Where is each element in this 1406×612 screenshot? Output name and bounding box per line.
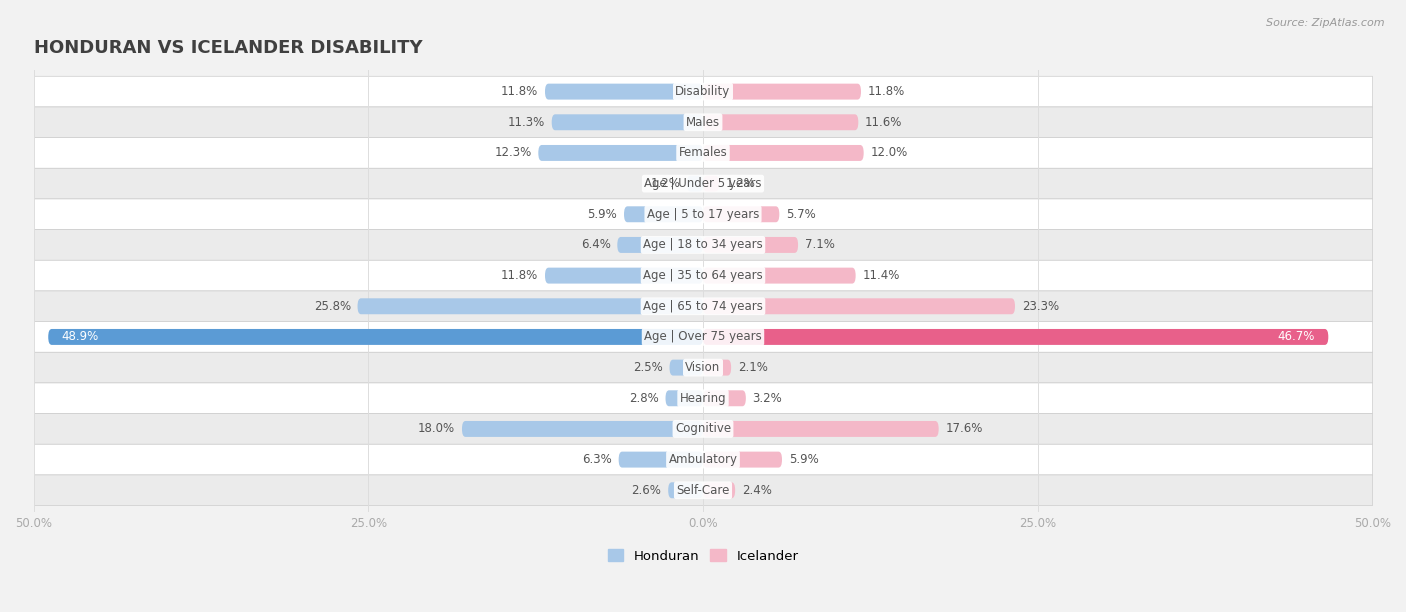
FancyBboxPatch shape [617,237,703,253]
Legend: Honduran, Icelander: Honduran, Icelander [607,549,799,562]
Text: Age | Under 5 years: Age | Under 5 years [644,177,762,190]
FancyBboxPatch shape [34,353,1372,383]
FancyBboxPatch shape [703,237,799,253]
Text: 11.4%: 11.4% [862,269,900,282]
FancyBboxPatch shape [538,145,703,161]
FancyBboxPatch shape [34,414,1372,444]
FancyBboxPatch shape [703,390,745,406]
FancyBboxPatch shape [703,421,939,437]
FancyBboxPatch shape [34,199,1372,230]
FancyBboxPatch shape [703,114,858,130]
FancyBboxPatch shape [546,84,703,100]
Text: 5.9%: 5.9% [789,453,818,466]
Text: 11.8%: 11.8% [868,85,905,98]
Text: 5.7%: 5.7% [786,208,815,221]
FancyBboxPatch shape [463,421,703,437]
FancyBboxPatch shape [551,114,703,130]
FancyBboxPatch shape [34,138,1372,168]
FancyBboxPatch shape [34,260,1372,291]
FancyBboxPatch shape [668,482,703,498]
FancyBboxPatch shape [34,168,1372,199]
FancyBboxPatch shape [703,84,860,100]
FancyBboxPatch shape [703,267,856,283]
Text: 2.5%: 2.5% [633,361,662,374]
Text: 12.3%: 12.3% [495,146,531,160]
FancyBboxPatch shape [665,390,703,406]
Text: HONDURAN VS ICELANDER DISABILITY: HONDURAN VS ICELANDER DISABILITY [34,40,422,58]
Text: Ambulatory: Ambulatory [668,453,738,466]
Text: 11.8%: 11.8% [501,269,538,282]
FancyBboxPatch shape [34,383,1372,414]
FancyBboxPatch shape [34,291,1372,322]
Text: Self-Care: Self-Care [676,483,730,497]
Text: 1.2%: 1.2% [725,177,755,190]
Text: 11.6%: 11.6% [865,116,903,129]
Text: 46.7%: 46.7% [1278,330,1315,343]
Text: 2.8%: 2.8% [628,392,659,405]
FancyBboxPatch shape [669,360,703,376]
FancyBboxPatch shape [357,298,703,314]
Text: 7.1%: 7.1% [804,239,835,252]
FancyBboxPatch shape [34,107,1372,138]
Text: Males: Males [686,116,720,129]
FancyBboxPatch shape [619,452,703,468]
FancyBboxPatch shape [703,360,731,376]
Text: 2.6%: 2.6% [631,483,661,497]
FancyBboxPatch shape [703,206,779,222]
Text: Disability: Disability [675,85,731,98]
Text: 25.8%: 25.8% [314,300,352,313]
Text: 11.3%: 11.3% [508,116,546,129]
Text: 12.0%: 12.0% [870,146,908,160]
Text: 18.0%: 18.0% [418,422,456,436]
FancyBboxPatch shape [703,298,1015,314]
Text: Cognitive: Cognitive [675,422,731,436]
FancyBboxPatch shape [688,176,703,192]
Text: Age | Over 75 years: Age | Over 75 years [644,330,762,343]
Text: Age | 18 to 34 years: Age | 18 to 34 years [643,239,763,252]
FancyBboxPatch shape [34,76,1372,107]
Text: 17.6%: 17.6% [945,422,983,436]
Text: Source: ZipAtlas.com: Source: ZipAtlas.com [1267,18,1385,28]
FancyBboxPatch shape [34,230,1372,260]
FancyBboxPatch shape [48,329,703,345]
Text: 6.3%: 6.3% [582,453,612,466]
FancyBboxPatch shape [703,482,735,498]
Text: 2.1%: 2.1% [738,361,768,374]
Text: 2.4%: 2.4% [742,483,772,497]
FancyBboxPatch shape [34,322,1372,353]
Text: 5.9%: 5.9% [588,208,617,221]
Text: 23.3%: 23.3% [1022,300,1059,313]
Text: Age | 35 to 64 years: Age | 35 to 64 years [643,269,763,282]
Text: 1.2%: 1.2% [651,177,681,190]
Text: 3.2%: 3.2% [752,392,782,405]
FancyBboxPatch shape [34,475,1372,506]
FancyBboxPatch shape [34,444,1372,475]
FancyBboxPatch shape [624,206,703,222]
Text: Age | 65 to 74 years: Age | 65 to 74 years [643,300,763,313]
FancyBboxPatch shape [703,145,863,161]
Text: Vision: Vision [685,361,721,374]
Text: 48.9%: 48.9% [62,330,98,343]
Text: 11.8%: 11.8% [501,85,538,98]
FancyBboxPatch shape [546,267,703,283]
Text: Females: Females [679,146,727,160]
FancyBboxPatch shape [703,329,1329,345]
FancyBboxPatch shape [703,452,782,468]
Text: 6.4%: 6.4% [581,239,610,252]
Text: Age | 5 to 17 years: Age | 5 to 17 years [647,208,759,221]
FancyBboxPatch shape [703,176,718,192]
Text: Hearing: Hearing [679,392,727,405]
